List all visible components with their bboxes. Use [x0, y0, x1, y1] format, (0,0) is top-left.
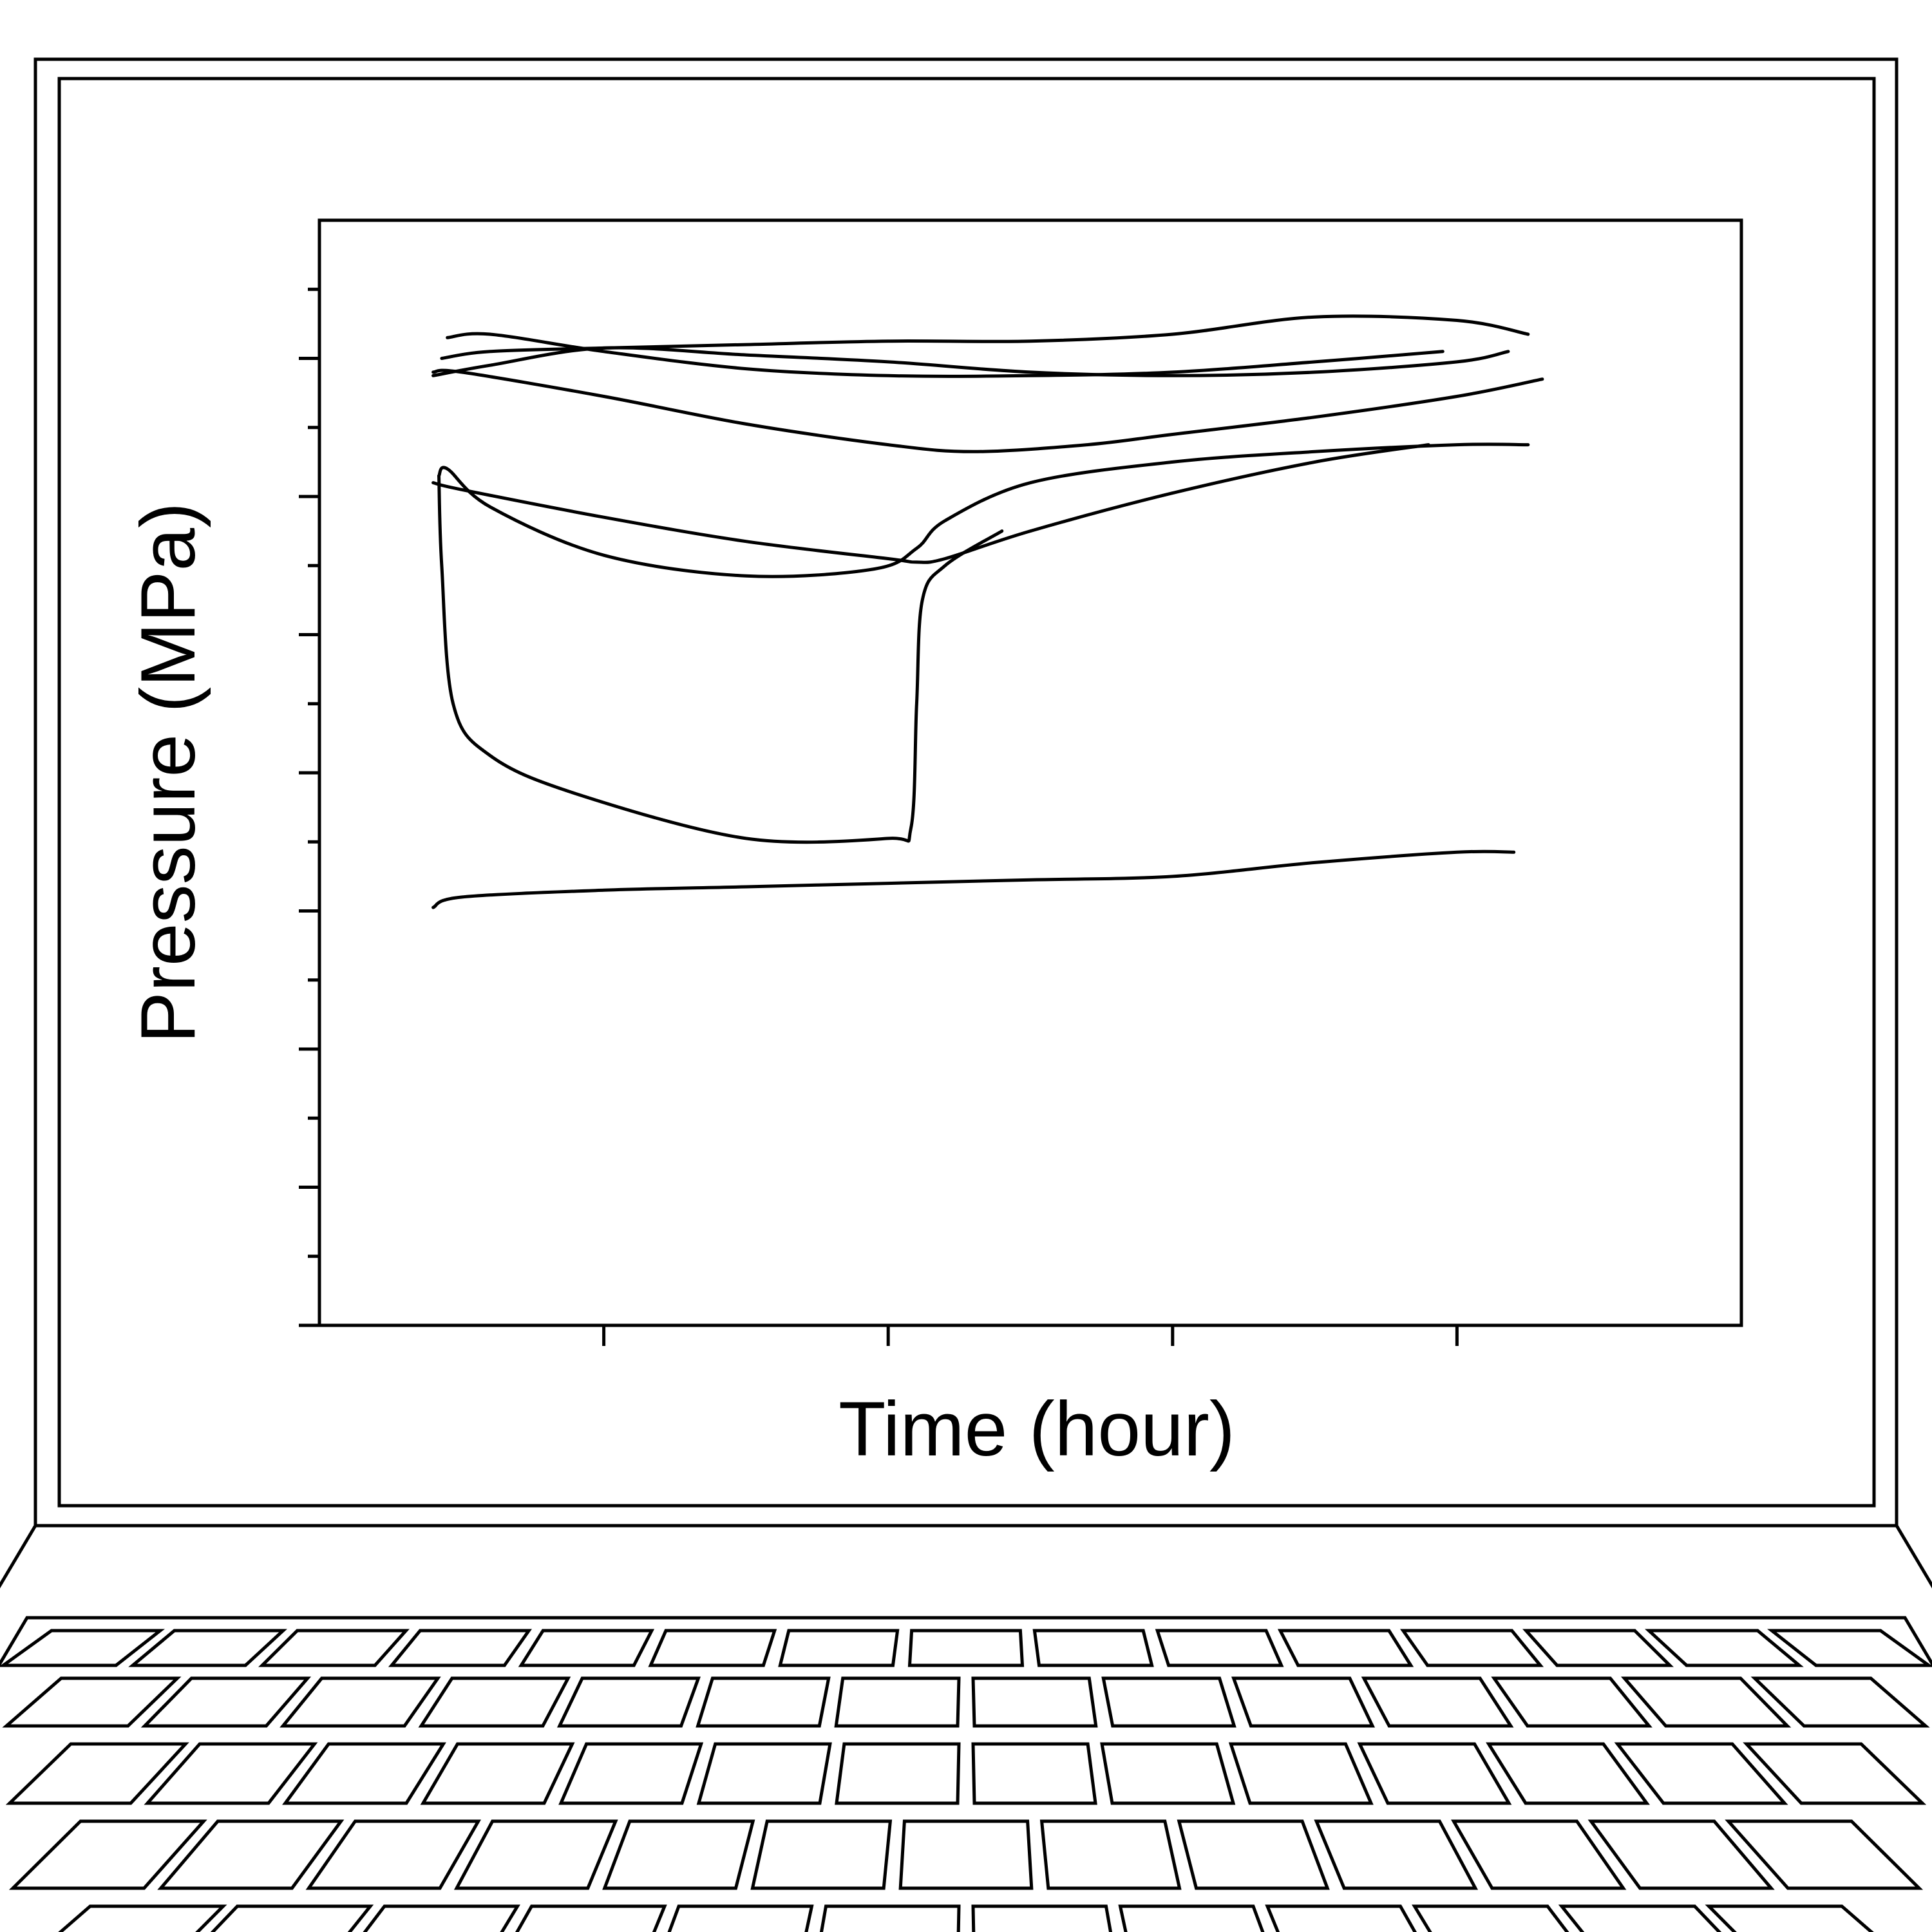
- series-line-7: [437, 474, 1004, 844]
- y-axis-ticks: [299, 287, 319, 1327]
- keyboard-key: [834, 1676, 961, 1728]
- keyboard-key: [898, 1819, 1034, 1890]
- keyboard-key: [1357, 1742, 1512, 1805]
- keyboard-key: [1039, 1819, 1182, 1890]
- keyboard-key: [1032, 1629, 1154, 1667]
- keyboard-key: [648, 1629, 777, 1667]
- keyboard-key: [279, 1676, 441, 1728]
- keyboard-key: [1450, 1819, 1627, 1890]
- laptop-base: [0, 1524, 1932, 1667]
- plot-area-frame: [317, 218, 1743, 1327]
- keyboard-key: [1522, 1629, 1674, 1667]
- laptop-hinge-left: [0, 1524, 37, 1589]
- keyboard-key: [1412, 1904, 1569, 1932]
- keyboard-key: [518, 1629, 655, 1667]
- keyboard-key: [418, 1676, 571, 1728]
- keyboard-key: [388, 1629, 533, 1667]
- keyboard-key: [556, 1676, 701, 1728]
- series-line-6: [431, 443, 1430, 564]
- keyboard-key: [1399, 1629, 1544, 1667]
- series-line-8: [431, 849, 1516, 909]
- keyboard-key: [420, 1742, 575, 1805]
- keyboard-key: [2, 1676, 182, 1728]
- keyboard-key: [1620, 1676, 1792, 1728]
- keyboard-key: [1587, 1819, 1775, 1890]
- keyboard-key: [1705, 1904, 1874, 1932]
- keyboard-key: [1100, 1742, 1236, 1805]
- keyboard-key: [0, 1629, 166, 1667]
- keyboard-key: [750, 1819, 893, 1890]
- series-line-4: [431, 368, 1544, 453]
- keyboard-key: [258, 1629, 410, 1667]
- keyboard-key: [1231, 1676, 1376, 1728]
- keyboard-key: [1265, 1904, 1417, 1932]
- keyboard-key: [971, 1676, 1098, 1728]
- series-line-5: [437, 442, 1530, 578]
- keyboard-key: [667, 1904, 814, 1932]
- series-lines: [431, 314, 1544, 909]
- keyboard-key: [1743, 1742, 1927, 1805]
- keyboard-key: [1118, 1904, 1265, 1932]
- keyboard-key: [282, 1742, 446, 1805]
- keyboard-key: [1155, 1629, 1284, 1667]
- keyboard-key: [696, 1676, 831, 1728]
- keyboard-key: [1645, 1629, 1804, 1667]
- keyboard-key: [453, 1819, 618, 1890]
- keyboard-key: [971, 1904, 1113, 1932]
- keyboard-key: [1766, 1629, 1932, 1667]
- keyboard-key: [58, 1904, 227, 1932]
- laptop-hinge-right: [1895, 1524, 1932, 1589]
- keyboard-key: [1277, 1629, 1414, 1667]
- keyboard-key: [515, 1904, 667, 1932]
- keyboard-key: [1558, 1904, 1722, 1932]
- keyboard-deck-outline: [0, 1616, 1932, 1667]
- keyboard-key: [128, 1629, 287, 1667]
- keyboard-key: [157, 1819, 345, 1890]
- keyboard-key: [210, 1904, 374, 1932]
- keyboard-key: [1491, 1676, 1653, 1728]
- laptop-screen: [57, 77, 1876, 1508]
- y-axis-label: Pressure (MPa): [125, 502, 211, 1043]
- keyboard-key: [140, 1676, 312, 1728]
- keyboard-key: [1614, 1742, 1788, 1805]
- series-line-3: [431, 346, 1510, 377]
- laptop-outer-bezel: [33, 57, 1899, 1528]
- keyboard-key: [971, 1742, 1097, 1805]
- series-line-1: [446, 332, 1444, 378]
- keyboard-key: [1486, 1742, 1650, 1805]
- keyboard: [0, 1629, 1932, 1932]
- keyboard-key: [907, 1629, 1025, 1667]
- keyboard-key: [1314, 1819, 1479, 1890]
- keyboard-key: [5, 1742, 189, 1805]
- keyboard-key: [835, 1742, 961, 1805]
- x-axis-ticks: [602, 1325, 1459, 1346]
- keyboard-key: [1750, 1676, 1930, 1728]
- keyboard-key: [1101, 1676, 1236, 1728]
- keyboard-key: [1177, 1819, 1330, 1890]
- keyboard-key: [144, 1742, 318, 1805]
- keyboard-key: [778, 1629, 900, 1667]
- keyboard-key: [558, 1742, 704, 1805]
- keyboard-key: [819, 1904, 961, 1932]
- keyboard-key: [696, 1742, 832, 1805]
- keyboard-key: [8, 1819, 207, 1890]
- x-axis-label: Time (hour): [838, 1386, 1235, 1472]
- keyboard-key: [1228, 1742, 1374, 1805]
- keyboard-key: [602, 1819, 755, 1890]
- keyboard-key: [305, 1819, 482, 1890]
- keyboard-key: [1361, 1676, 1514, 1728]
- keyboard-key: [363, 1904, 520, 1932]
- keyboard-key: [1725, 1819, 1924, 1890]
